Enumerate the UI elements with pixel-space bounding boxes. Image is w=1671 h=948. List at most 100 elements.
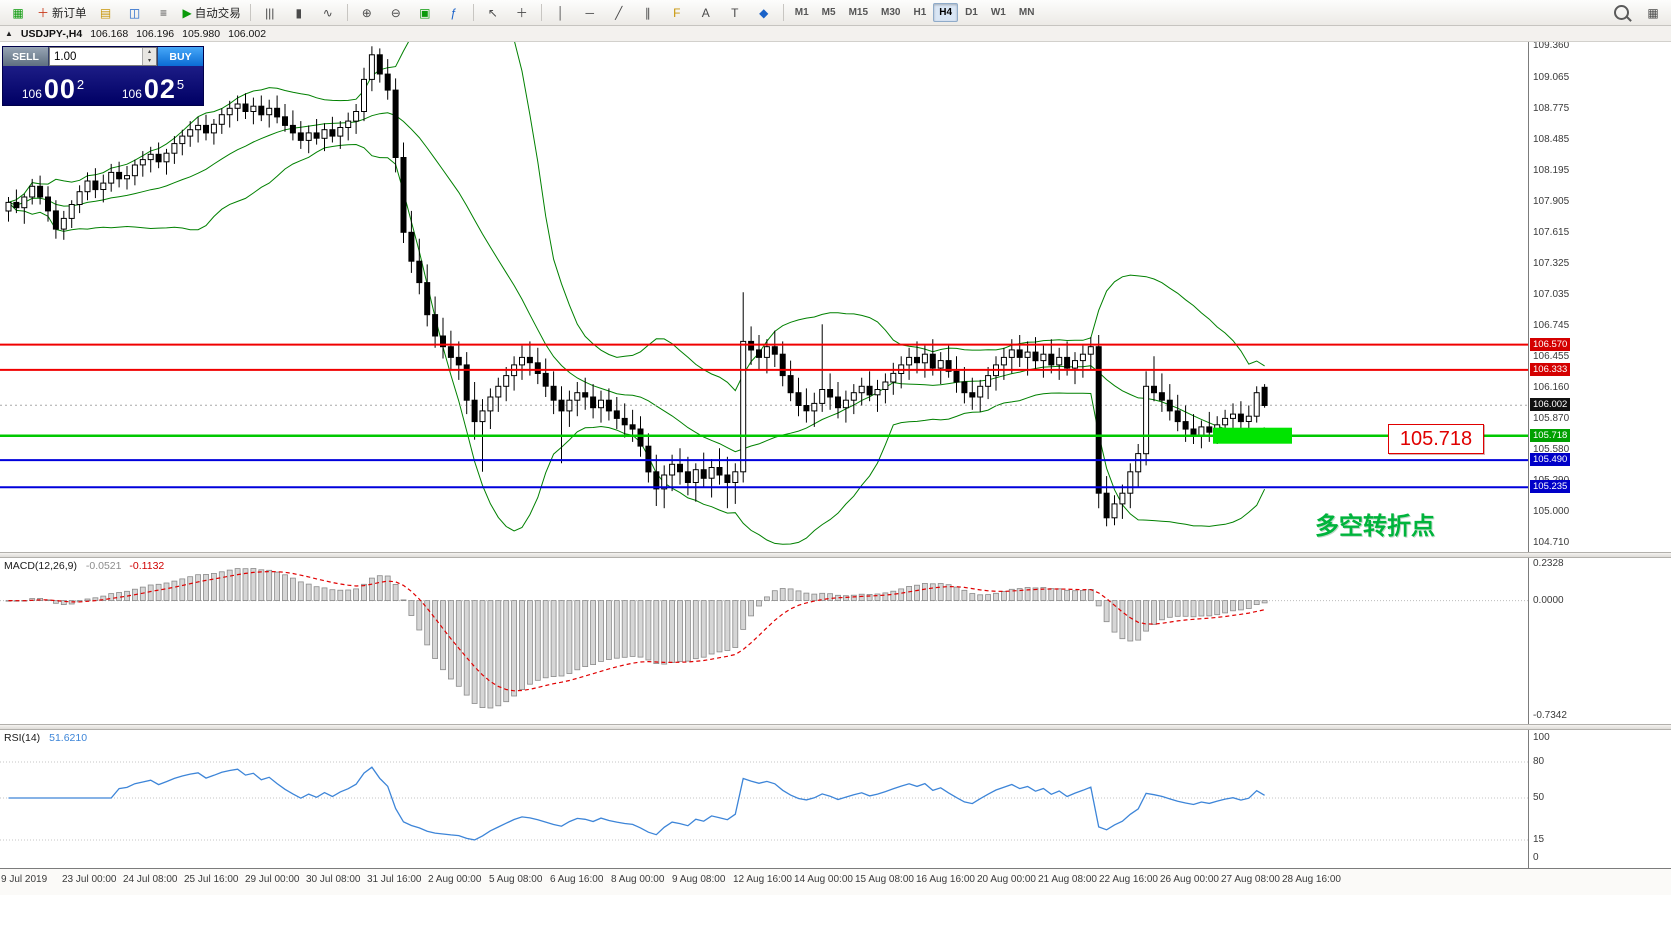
- toolbar-separator: [472, 4, 474, 21]
- date-label: 20 Aug 00:00: [977, 874, 1036, 885]
- profiles-button[interactable]: ▤: [92, 2, 120, 24]
- bar-chart-button[interactable]: |||: [256, 2, 284, 24]
- horizontal-line-icon: ─: [585, 5, 594, 20]
- indicators-button[interactable]: ƒ: [440, 2, 468, 24]
- fibonacci-icon: F: [673, 5, 681, 20]
- price-axis-label: 106.455: [1533, 351, 1570, 362]
- price-axis-label: 105.580: [1533, 444, 1570, 455]
- highlight-rectangle[interactable]: [1213, 427, 1292, 444]
- macd-panel[interactable]: MACD(12,26,9) -0.0521 -0.1132 0.2328 0.00…: [0, 558, 1671, 724]
- autotrading-button[interactable]: ▶ 自动交易: [179, 2, 245, 24]
- candle-chart-button[interactable]: ▮: [285, 2, 313, 24]
- search-button[interactable]: [1607, 2, 1635, 24]
- ohlc-high: 106.196: [136, 27, 175, 40]
- timeframe-w1[interactable]: W1: [990, 7, 1006, 18]
- panel-splitter[interactable]: [0, 552, 1671, 558]
- date-label: 2 Aug 00:00: [428, 874, 482, 885]
- toolbar-separator: [782, 4, 784, 21]
- timeframe-m1[interactable]: M1: [794, 7, 809, 18]
- rsi-axis-label: 0: [1533, 852, 1539, 863]
- trendline-icon: ╱: [615, 5, 623, 20]
- channel-button[interactable]: ∥: [634, 2, 662, 24]
- buy-button[interactable]: BUY: [157, 47, 203, 66]
- price-tag: 106.333: [1530, 363, 1571, 376]
- price-axis-label: 107.035: [1533, 289, 1570, 300]
- price-axis-label: 108.485: [1533, 134, 1570, 145]
- volume-up-button[interactable]: ▴: [143, 48, 156, 57]
- date-label: 16 Aug 16:00: [916, 874, 975, 885]
- shapes-button[interactable]: ◆: [750, 2, 778, 24]
- price-axis-label: 107.615: [1533, 227, 1570, 238]
- buy-price-big: 02: [143, 74, 176, 104]
- zoom-in-icon: ⊕: [361, 5, 372, 20]
- trendline-button[interactable]: ╱: [605, 2, 633, 24]
- rsi-axis-label: 100: [1533, 732, 1550, 743]
- macd-axis-label: 0.0000: [1533, 595, 1564, 606]
- timeframe-m15[interactable]: M15: [848, 7, 869, 18]
- buy-price[interactable]: 106 02 5: [103, 66, 203, 105]
- toolbar-separator: [540, 4, 542, 21]
- price-tag: 105.718: [1530, 429, 1571, 442]
- macd-chart: [0, 568, 1528, 709]
- price-tag: 106.570: [1530, 338, 1571, 351]
- rsi-panel[interactable]: RSI(14) 51.6210 100 80 50 15 0: [0, 730, 1671, 868]
- timeframe-group: M1 M5 M15 M30 H1 H4 D1 W1 MN: [789, 3, 1041, 22]
- tile-windows-button[interactable]: ▣: [411, 2, 439, 24]
- new-order-icon: ＋: [37, 5, 50, 20]
- macd-title: MACD(12,26,9): [4, 560, 77, 572]
- bar-chart-icon: |||: [265, 5, 275, 20]
- price-callout-label[interactable]: 105.718: [1388, 424, 1484, 454]
- timeframe-h4[interactable]: H4: [933, 3, 959, 22]
- text-button[interactable]: A: [692, 2, 720, 24]
- navigator-icon: ≡: [160, 5, 168, 20]
- cursor-button[interactable]: ↖: [479, 2, 507, 24]
- panel-splitter[interactable]: [0, 724, 1671, 730]
- date-label: 23 Jul 00:00: [62, 874, 117, 885]
- timeframe-d1[interactable]: D1: [965, 7, 978, 18]
- date-label: 22 Aug 16:00: [1099, 874, 1158, 885]
- shapes-icon: ◆: [759, 5, 769, 20]
- timeframe-m5[interactable]: M5: [821, 7, 836, 18]
- volume-input[interactable]: [50, 48, 142, 65]
- rsi-line: [8, 766, 1265, 841]
- horizontal-line-button[interactable]: ─: [576, 2, 604, 24]
- horizontal-level-lines[interactable]: [0, 343, 1528, 489]
- timeframe-h1[interactable]: H1: [913, 7, 927, 18]
- vertical-line-button[interactable]: │: [547, 2, 575, 24]
- timeframe-mn[interactable]: MN: [1018, 7, 1035, 18]
- cursor-icon: ↖: [487, 5, 498, 20]
- crosshair-button[interactable]: ＋: [508, 2, 536, 24]
- sell-button[interactable]: SELL: [3, 47, 49, 66]
- date-label: 8 Aug 00:00: [611, 874, 665, 885]
- price-tag: 106.002: [1530, 398, 1571, 411]
- market-watch-button[interactable]: ◫: [121, 2, 149, 24]
- text-label-icon: T: [731, 5, 739, 20]
- date-label: 24 Jul 08:00: [123, 874, 178, 885]
- timeframe-m30[interactable]: M30: [881, 7, 901, 18]
- zoom-out-icon: ⊖: [390, 5, 401, 20]
- search-icon: [1613, 5, 1629, 20]
- zoom-in-button[interactable]: ⊕: [353, 2, 381, 24]
- fibonacci-button[interactable]: F: [663, 2, 691, 24]
- price-axis-label: 107.905: [1533, 196, 1570, 207]
- panels-button[interactable]: ▦: [1639, 2, 1667, 24]
- turning-point-annotation[interactable]: 多空转折点: [1315, 513, 1435, 540]
- volume-down-button[interactable]: ▾: [143, 56, 156, 65]
- macd-axis[interactable]: 0.2328 0.0000 -0.7342: [1528, 558, 1671, 724]
- time-axis[interactable]: 9 Jul 2019 23 Jul 00:00 24 Jul 08:00 25 Jul…: [0, 868, 1671, 895]
- text-label-button[interactable]: T: [721, 2, 749, 24]
- sell-price[interactable]: 106 00 2: [3, 66, 103, 105]
- date-label: 12 Aug 16:00: [733, 874, 792, 885]
- new-order-label: 新订单: [52, 7, 87, 20]
- rsi-title: RSI(14): [4, 732, 41, 744]
- price-chart-panel[interactable]: 109.360 109.065 108.775 108.485 108.195 107.9…: [0, 40, 1671, 552]
- navigator-button[interactable]: ≡: [150, 2, 178, 24]
- tile-windows-icon: ▣: [419, 5, 431, 20]
- rsi-axis[interactable]: 100 80 50 15 0: [1528, 730, 1671, 868]
- price-axis[interactable]: 109.360 109.065 108.775 108.485 108.195 107.9…: [1528, 40, 1671, 552]
- zoom-out-button[interactable]: ⊖: [382, 2, 410, 24]
- price-axis-label: 109.360: [1533, 40, 1570, 51]
- line-chart-button[interactable]: ∿: [314, 2, 342, 24]
- new-order-button[interactable]: ＋ 新订单: [33, 2, 91, 24]
- chart-window-icon[interactable]: ▦: [4, 2, 32, 24]
